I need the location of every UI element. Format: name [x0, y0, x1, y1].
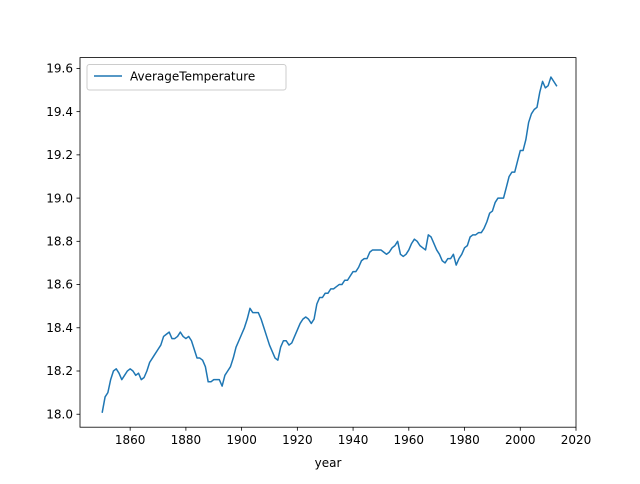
x-tick-label: 2000	[505, 433, 536, 447]
y-tick-label: 19.0	[46, 191, 73, 205]
x-axis-label: year	[315, 456, 342, 470]
series-line-0	[101, 76, 558, 413]
y-tick-label: 18.4	[46, 321, 73, 335]
x-axis-ticks: 1860 1880 1900 1920 1940 1960 1980 2000 2020	[115, 427, 591, 447]
y-axis-ticks: 18.0 18.2 18.4 18.6 18.8 19.0 19.2 19.4 19.6	[46, 62, 80, 421]
x-tick-label: 1980	[449, 433, 480, 447]
legend: AverageTemperature	[86, 64, 287, 91]
x-tick-label: 1880	[171, 433, 202, 447]
y-tick-label: 19.6	[46, 62, 73, 76]
x-tick-label: 1960	[394, 433, 425, 447]
y-tick-label: 19.4	[46, 105, 73, 119]
x-tick-label: 1920	[282, 433, 313, 447]
y-tick-label: 18.6	[46, 278, 73, 292]
y-tick-label: 19.2	[46, 148, 73, 162]
plot-area-frame	[79, 57, 577, 428]
y-tick-label: 18.8	[46, 235, 73, 249]
y-tick-label: 18.2	[46, 364, 73, 378]
legend-box	[86, 64, 287, 91]
x-tick-label: 2020	[561, 433, 592, 447]
x-tick-label: 1940	[338, 433, 369, 447]
legend-label: AverageTemperature	[130, 70, 255, 84]
x-tick-label: 1900	[226, 433, 257, 447]
series-layer	[101, 76, 558, 413]
x-tick-label: 1860	[115, 433, 146, 447]
y-tick-label: 18.0	[46, 407, 73, 421]
